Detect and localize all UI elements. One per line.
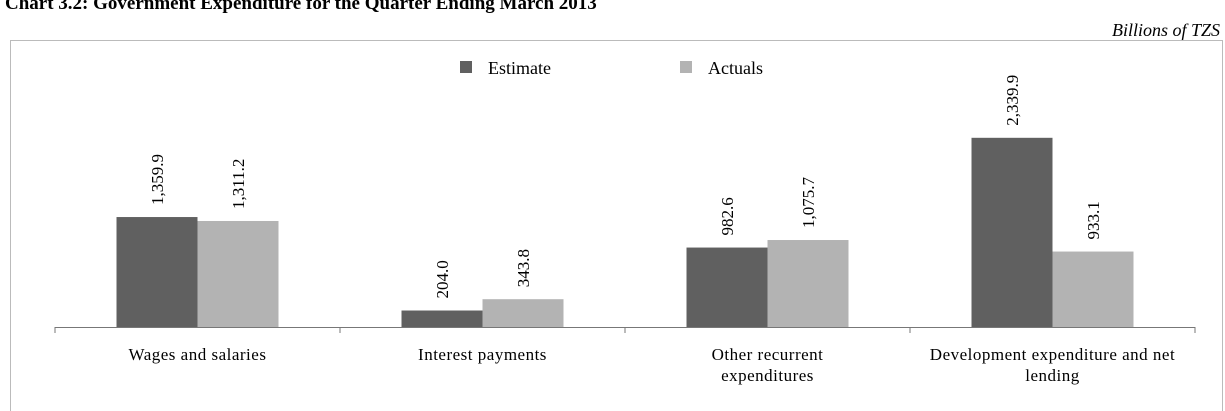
x-tick-label: Wages and salaries (128, 345, 267, 364)
legend-swatch (460, 61, 472, 73)
bar (116, 217, 198, 327)
value-label: 2,339.9 (1003, 75, 1022, 126)
bar (1052, 251, 1134, 327)
legend-label: Estimate (488, 58, 551, 78)
x-tick-label: Interest payments (418, 345, 547, 364)
unit-label: Billions of TZS (1112, 20, 1220, 40)
value-label: 343.8 (514, 249, 533, 287)
value-label: 204.0 (433, 260, 452, 298)
legend-swatch (680, 61, 692, 73)
x-tick-label: Development expenditure and net lending (929, 345, 1176, 385)
value-label: 1,075.7 (799, 177, 818, 229)
value-label: 982.6 (718, 197, 737, 235)
value-label: 933.1 (1084, 201, 1103, 239)
x-tick-label: Other recurrent expenditures (711, 345, 824, 385)
chart-border (10, 40, 1223, 411)
value-label: 1,311.2 (229, 159, 248, 209)
legend-label: Actuals (708, 58, 763, 78)
bar (767, 240, 849, 327)
bar (686, 247, 768, 327)
value-label: 1,359.9 (148, 154, 167, 205)
bar (401, 310, 483, 327)
bar (971, 137, 1053, 327)
chart-title: Chart 3.2: Government Expenditure for th… (5, 0, 597, 14)
bar (482, 299, 564, 327)
bar (197, 220, 279, 327)
